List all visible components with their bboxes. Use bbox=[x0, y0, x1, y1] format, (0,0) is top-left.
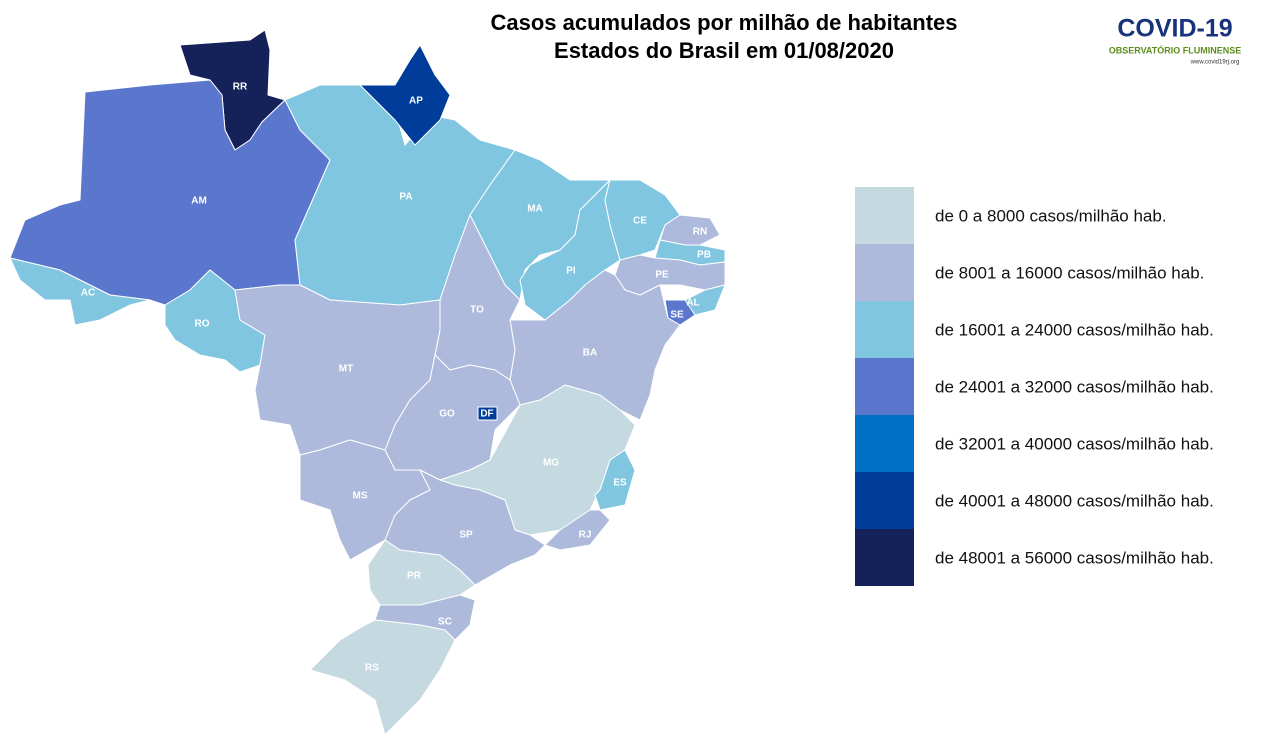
state-label: PA bbox=[399, 192, 412, 203]
state-label: SP bbox=[459, 530, 473, 541]
state-label: TO bbox=[470, 305, 484, 316]
state-label: BA bbox=[583, 348, 597, 359]
legend: de 0 a 8000 casos/milhão hab. de 8001 a 1… bbox=[855, 187, 1214, 586]
state-label: MT bbox=[339, 364, 353, 375]
state-label: RJ bbox=[579, 530, 592, 541]
logo-subtitle: OBSERVATÓRIO FLUMINENSE bbox=[1109, 44, 1242, 55]
state bbox=[477, 406, 498, 421]
legend-label: de 0 a 8000 casos/milhão hab. bbox=[935, 206, 1167, 225]
state-label: RR bbox=[233, 82, 248, 93]
state-label: PB bbox=[697, 250, 711, 261]
logo-url: www.covid19rj.org bbox=[1190, 60, 1240, 66]
legend-swatch bbox=[855, 529, 914, 586]
state-label: RN bbox=[693, 227, 707, 238]
state-label: AL bbox=[686, 298, 699, 309]
legend-swatch bbox=[855, 244, 914, 301]
state-label: RO bbox=[195, 319, 210, 330]
state-label: AP bbox=[409, 96, 423, 107]
state bbox=[594, 449, 636, 511]
state-label: PR bbox=[407, 571, 422, 582]
legend-swatch bbox=[855, 358, 914, 415]
state-label: MA bbox=[527, 204, 543, 215]
state bbox=[359, 44, 451, 146]
logo-name: COVID-19 bbox=[1117, 15, 1232, 43]
legend-label: de 32001 a 40000 casos/milhão hab. bbox=[935, 434, 1214, 453]
state-label: DF bbox=[480, 409, 493, 420]
state-label: GO bbox=[439, 409, 455, 420]
state bbox=[9, 257, 151, 326]
legend-swatch bbox=[855, 301, 914, 358]
state bbox=[544, 509, 611, 551]
legend-swatch bbox=[855, 187, 914, 244]
state-label: PI bbox=[566, 266, 576, 277]
state-label: PE bbox=[655, 270, 669, 281]
state bbox=[384, 469, 546, 586]
state-label: MG bbox=[543, 458, 559, 469]
legend-label: de 24001 a 32000 casos/milhão hab. bbox=[935, 377, 1214, 396]
state-label: CE bbox=[633, 216, 647, 227]
state-label: ES bbox=[613, 478, 627, 489]
state-label: AM bbox=[191, 196, 207, 207]
legend-label: de 40001 a 48000 casos/milhão hab. bbox=[935, 491, 1214, 510]
state-label: RS bbox=[365, 663, 379, 674]
state-label: AC bbox=[81, 288, 95, 299]
state-label: SE bbox=[670, 310, 684, 321]
state bbox=[309, 619, 456, 736]
state-label: MS bbox=[353, 491, 368, 502]
legend-label: de 16001 a 24000 casos/milhão hab. bbox=[935, 320, 1214, 339]
state bbox=[684, 284, 726, 316]
title: Casos acumulados por milhão de habitante… bbox=[491, 10, 958, 35]
state-label: SC bbox=[438, 617, 452, 628]
legend-swatch bbox=[855, 415, 914, 472]
legend-swatch bbox=[855, 472, 914, 529]
legend-label: de 8001 a 16000 casos/milhão hab. bbox=[935, 263, 1204, 282]
title: Estados do Brasil em 01/08/2020 bbox=[554, 38, 894, 63]
state bbox=[604, 179, 681, 261]
legend-label: de 48001 a 56000 casos/milhão hab. bbox=[935, 548, 1214, 567]
